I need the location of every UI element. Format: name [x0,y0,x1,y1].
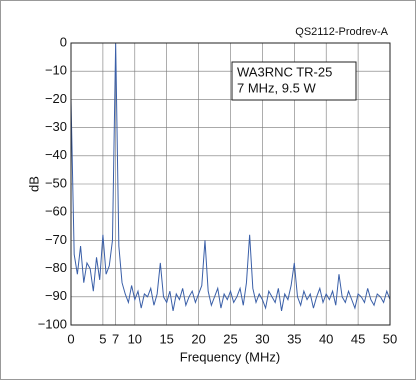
x-tick-label: 30 [255,331,269,346]
x-tick-label: 7 [112,331,119,346]
x-tick-label: 35 [287,331,301,346]
annotation-text: 7 MHz, 9.5 W [237,80,316,95]
x-axis-label: Frequency (MHz) [180,349,280,364]
x-tick-label: 0 [67,331,74,346]
y-tick-label: −80 [45,260,67,275]
x-tick-label: 10 [128,331,142,346]
x-tick-label: 50 [383,331,397,346]
spectrum-line [70,42,391,311]
y-tick-label: −50 [45,175,67,190]
annotation-text: WA3RNC TR-25 [237,64,332,79]
plot-frame [70,42,391,326]
x-tick-label: 20 [191,331,205,346]
y-tick-label: −100 [38,316,67,331]
x-tick-label: 25 [223,331,237,346]
y-tick-label: −40 [45,147,67,162]
x-tick-label: 45 [351,331,365,346]
y-tick-label: 0 [60,34,67,49]
x-tick-label: 15 [159,331,173,346]
y-tick-label: −90 [45,288,67,303]
y-tick-label: −10 [45,63,67,78]
chart-title: QS2112-Prodrev-A [295,26,388,38]
y-axis-label: dB [26,176,41,192]
x-tick-label: 5 [99,331,106,346]
y-tick-label: −20 [45,91,67,106]
y-tick-label: −70 [45,232,67,247]
y-tick-label: −60 [45,204,67,219]
x-tick-label: 40 [319,331,333,346]
annotation-box [231,61,357,101]
y-tick-label: −30 [45,119,67,134]
